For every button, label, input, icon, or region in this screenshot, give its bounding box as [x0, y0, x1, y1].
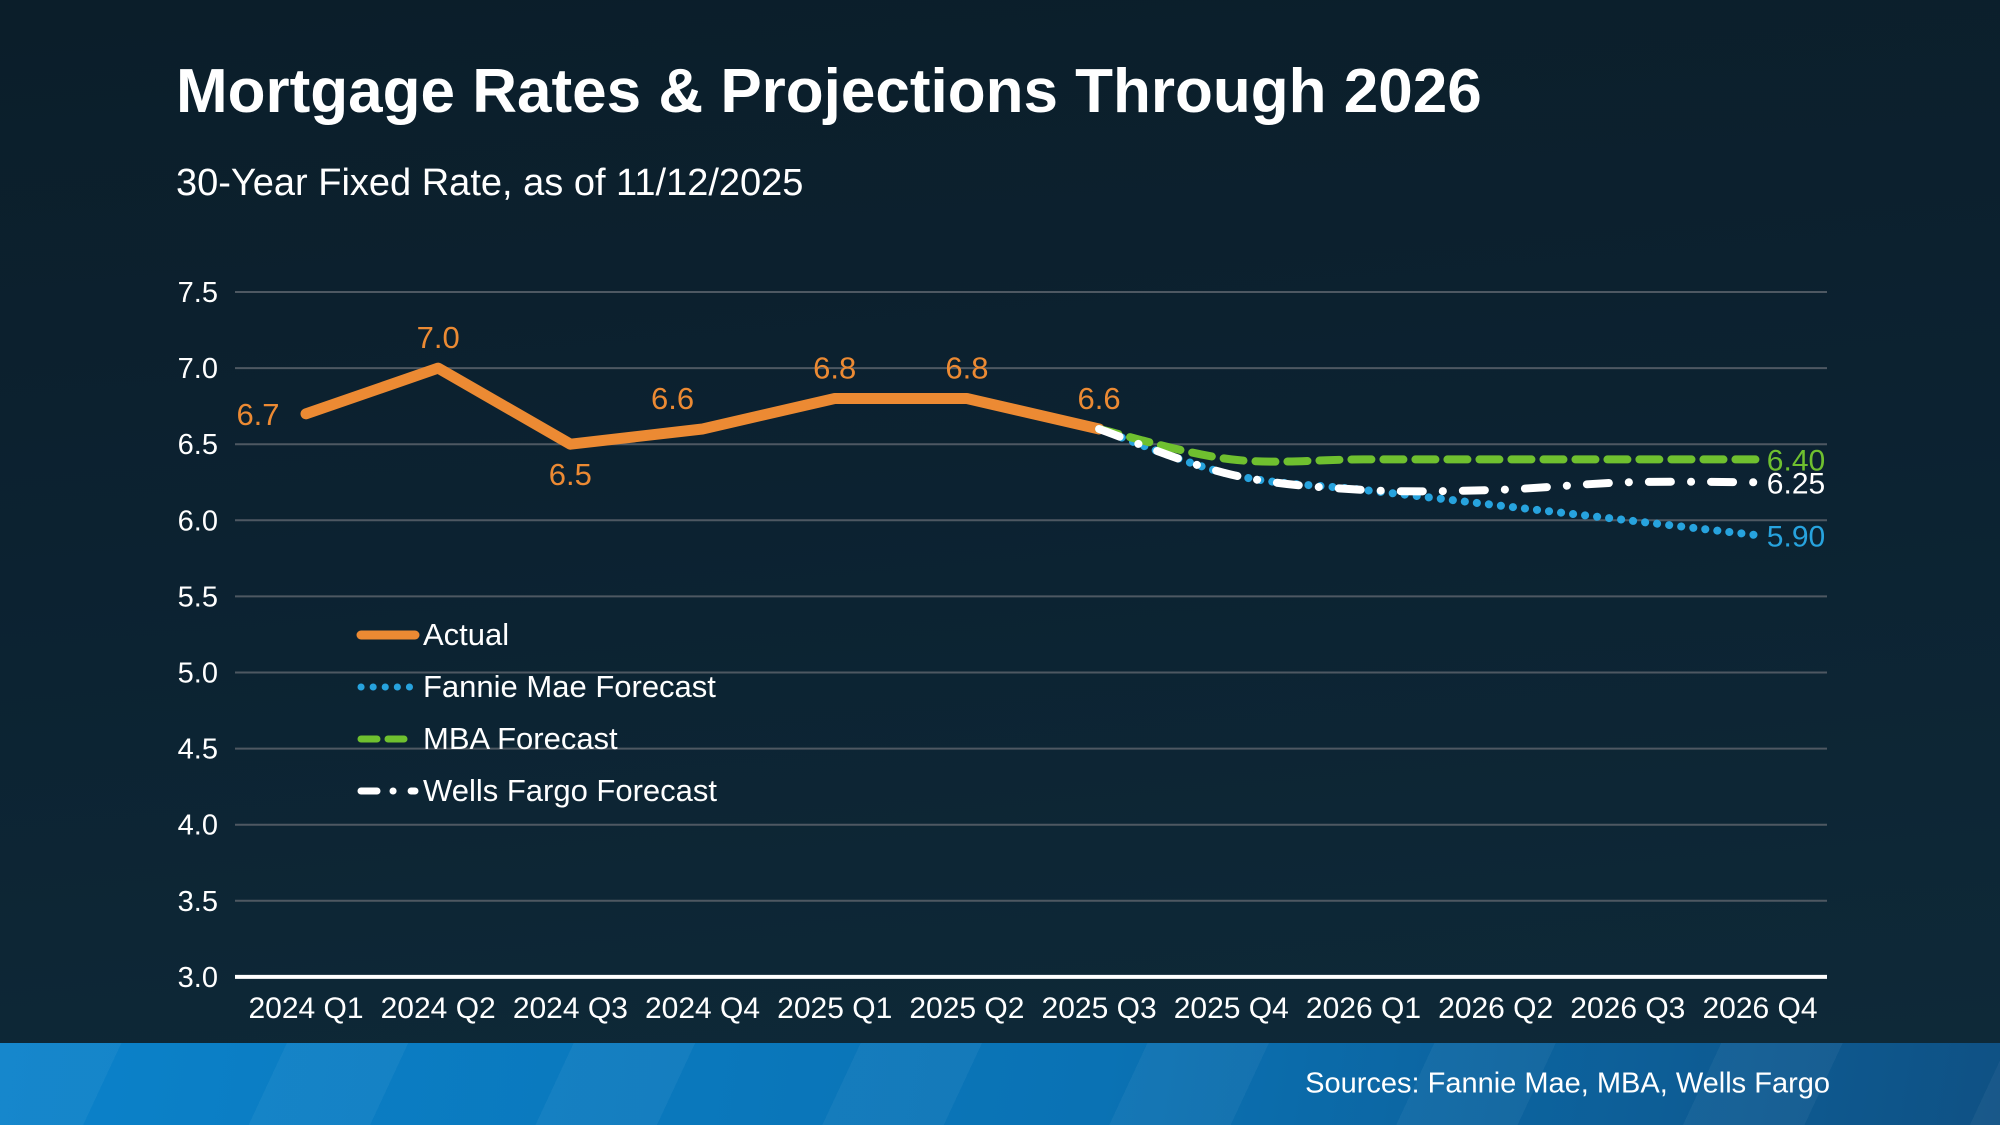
y-tick-label-6.0: 6.0 [178, 505, 218, 537]
end-label-fannie-mae-forecast: 5.90 [1767, 521, 1825, 554]
x-tick-label-2025-q2: 2025 Q2 [909, 992, 1024, 1025]
x-tick-label-2025-q3: 2025 Q3 [1042, 992, 1157, 1025]
x-tick-label-2026-q1: 2026 Q1 [1306, 992, 1421, 1025]
page-title: Mortgage Rates & Projections Through 202… [176, 57, 1482, 126]
sources-label: Sources: Fannie Mae, MBA, Wells Fargo [1305, 1067, 1830, 1100]
end-label-mba-forecast: 6.40 [1767, 444, 1825, 477]
end-label-wells-fargo-forecast: 6.25 [1767, 467, 1825, 500]
value-label-2-6.5: 6.5 [549, 457, 592, 492]
legend-label-actual: Actual [423, 617, 510, 652]
y-tick-label-4.0: 4.0 [178, 810, 218, 842]
value-label-5-6.8: 6.8 [945, 351, 988, 386]
x-tick-label-2025-q4: 2025 Q4 [1174, 992, 1289, 1025]
value-label-1-7.0: 7.0 [417, 320, 460, 355]
legend-swatch-mba-forecast [357, 735, 419, 743]
value-label-6-6.6: 6.6 [1078, 381, 1121, 416]
value-label-4-6.8: 6.8 [813, 351, 856, 386]
y-tick-label-7.0: 7.0 [178, 353, 218, 385]
y-tick-label-6.5: 6.5 [178, 429, 218, 461]
legend-item-mba-forecast: MBA Forecast [356, 713, 717, 765]
x-tick-label-2026-q4: 2026 Q4 [1702, 992, 1817, 1025]
x-tick-label-2024-q1: 2024 Q1 [248, 992, 363, 1025]
legend-swatch-wells-fargo-forecast [357, 787, 419, 795]
legend-swatch-fannie-mae-forecast [357, 683, 419, 691]
x-tick-label-2024-q4: 2024 Q4 [645, 992, 760, 1025]
y-tick-label-7.5: 7.5 [178, 277, 218, 309]
legend-item-wells-fargo-forecast: Wells Fargo Forecast [356, 765, 717, 817]
series-line-actual [300, 362, 1105, 450]
x-tick-label-2024-q2: 2024 Q2 [381, 992, 496, 1025]
legend-label-fannie-mae-forecast: Fannie Mae Forecast [423, 669, 716, 704]
value-label-3-6.6: 6.6 [651, 381, 694, 416]
y-tick-label-5.5: 5.5 [178, 581, 218, 613]
legend-item-fannie-mae-forecast: Fannie Mae Forecast [356, 661, 717, 713]
y-tick-label-5.0: 5.0 [178, 658, 218, 690]
legend-swatch-actual [356, 630, 420, 640]
value-label-0-6.7: 6.7 [236, 397, 279, 432]
footer-bar: Sources: Fannie Mae, MBA, Wells Fargo [0, 1043, 2000, 1125]
legend-label-wells-fargo-forecast: Wells Fargo Forecast [423, 773, 718, 808]
legend-item-actual: Actual [356, 609, 717, 661]
chart-legend: Actual Fannie Mae Forecast MBA Forecast Wel… [356, 609, 717, 817]
page-subtitle: 30-Year Fixed Rate, as of 11/12/2025 [176, 162, 804, 204]
x-tick-label-2024-q3: 2024 Q3 [513, 992, 628, 1025]
y-tick-label-3.5: 3.5 [178, 886, 218, 918]
x-tick-label-2026-q2: 2026 Q2 [1438, 992, 1553, 1025]
y-tick-label-3.0: 3.0 [178, 962, 218, 994]
legend-label-mba-forecast: MBA Forecast [423, 721, 618, 756]
x-tick-label-2025-q1: 2025 Q1 [777, 992, 892, 1025]
series-line-wells-fargo-forecast [1095, 424, 1764, 496]
y-tick-label-4.5: 4.5 [178, 734, 218, 766]
x-tick-label-2026-q3: 2026 Q3 [1570, 992, 1685, 1025]
series-line-mba-forecast [1095, 424, 1764, 466]
